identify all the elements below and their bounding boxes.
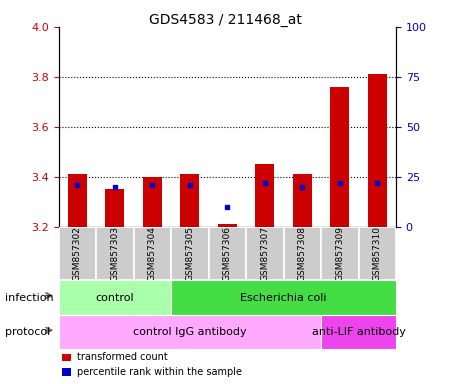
Bar — [58, 280, 171, 315]
Bar — [96, 227, 134, 280]
Text: control: control — [95, 293, 134, 303]
Bar — [105, 189, 124, 227]
Bar — [62, 354, 71, 361]
Text: GSM857309: GSM857309 — [335, 226, 344, 281]
Text: protocol: protocol — [4, 327, 50, 337]
Bar — [293, 174, 311, 227]
Bar — [321, 315, 396, 349]
Text: GSM857308: GSM857308 — [298, 226, 307, 281]
Bar — [58, 227, 96, 280]
Bar — [68, 174, 86, 227]
Text: GSM857305: GSM857305 — [185, 226, 194, 281]
Bar — [246, 227, 284, 280]
Bar — [58, 315, 321, 349]
Text: anti-LIF antibody: anti-LIF antibody — [311, 327, 405, 337]
Bar — [256, 164, 274, 227]
Bar — [218, 224, 237, 227]
Text: transformed count: transformed count — [77, 353, 168, 362]
Text: GSM857306: GSM857306 — [223, 226, 232, 281]
Text: infection: infection — [4, 293, 53, 303]
Text: GSM857310: GSM857310 — [373, 226, 382, 281]
Bar — [62, 368, 71, 376]
Bar — [368, 74, 387, 227]
Text: GSM857304: GSM857304 — [148, 226, 157, 281]
Bar — [171, 280, 396, 315]
Text: percentile rank within the sample: percentile rank within the sample — [77, 367, 242, 377]
Text: Escherichia coli: Escherichia coli — [240, 293, 327, 303]
Bar — [134, 227, 171, 280]
Bar — [359, 227, 396, 280]
Bar — [208, 227, 246, 280]
Bar — [330, 87, 349, 227]
Text: GDS4583 / 211468_at: GDS4583 / 211468_at — [148, 13, 302, 27]
Text: GSM857303: GSM857303 — [110, 226, 119, 281]
Bar — [171, 227, 208, 280]
Text: control IgG antibody: control IgG antibody — [133, 327, 247, 337]
Bar — [321, 227, 359, 280]
Bar — [143, 177, 162, 227]
Bar — [180, 174, 199, 227]
Text: GSM857307: GSM857307 — [260, 226, 269, 281]
Text: GSM857302: GSM857302 — [73, 226, 82, 281]
Bar — [284, 227, 321, 280]
